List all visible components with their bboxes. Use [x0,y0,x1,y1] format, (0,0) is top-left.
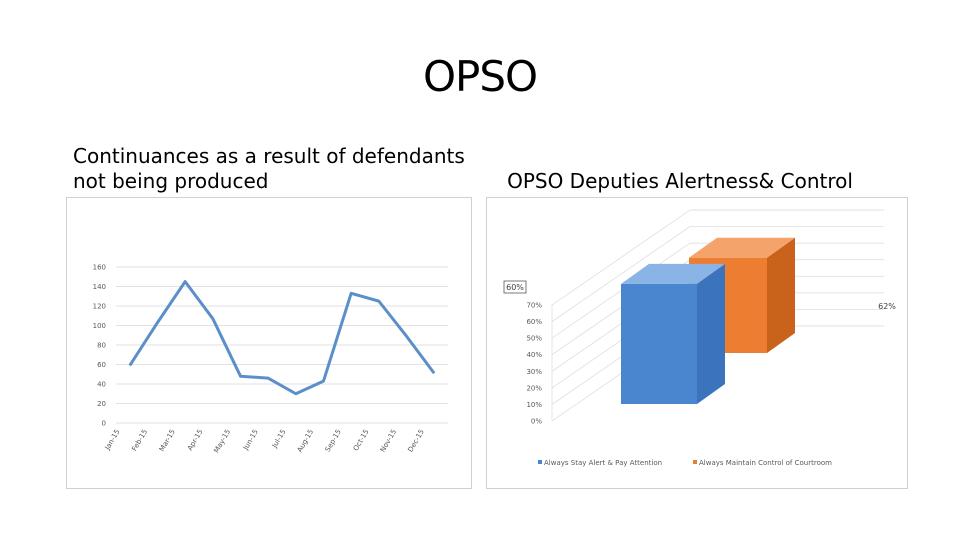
bar-chart-title: OPSO Deputies Alertness& Control [507,169,853,193]
slide-title: OPSO [422,52,538,101]
line-chart-title: Continuances as a result of defendants n… [73,144,465,193]
line-chart-area [66,197,472,489]
bar-chart-area [486,197,908,489]
